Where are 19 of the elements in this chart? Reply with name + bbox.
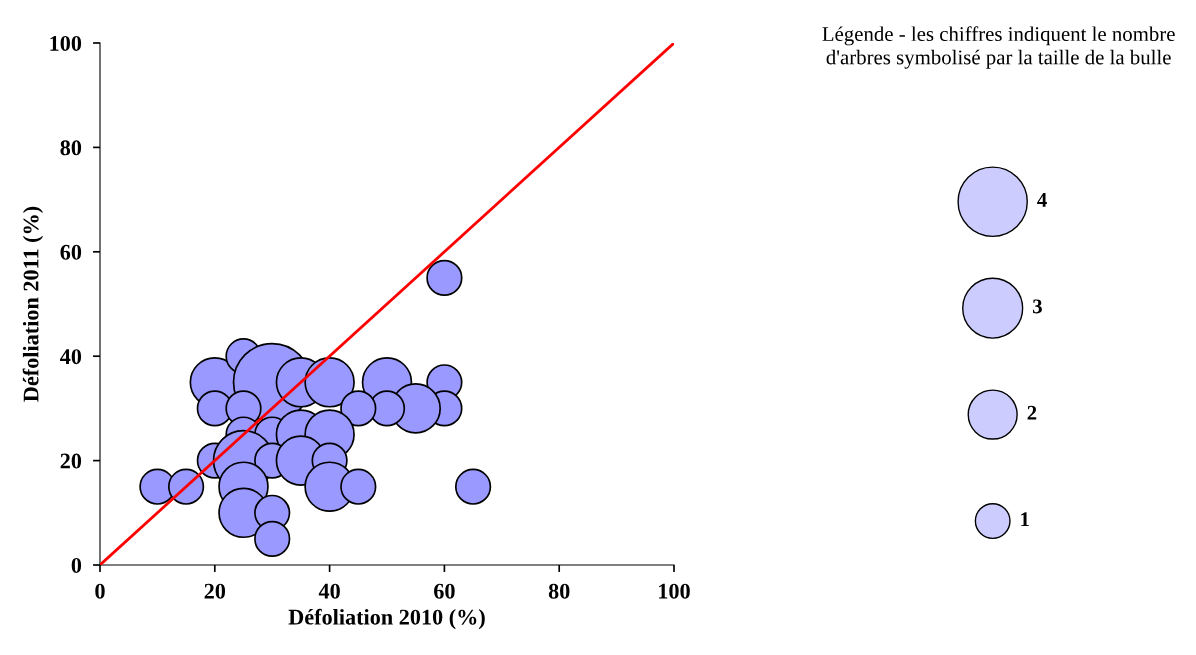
x-tick-label: 40 (318, 583, 340, 599)
legend-label: 3 (1032, 299, 1042, 314)
legend-title: Légende - les chiffres indiquent le nombre d'arbres symbolisé par la taille de la bulle (822, 26, 1175, 69)
legend-label: 4 (1037, 193, 1047, 207)
x-tick-label: 100 (659, 583, 690, 599)
y-tick-label: 80 (60, 140, 82, 156)
x-tick-label: 80 (548, 583, 570, 599)
y-tick-label: 0 (71, 557, 82, 573)
y-axis-title: Défoliation 2011 (%) (22, 206, 44, 402)
x-tick-label: 20 (204, 583, 226, 599)
x-axis-title: Défoliation 2010 (%) (288, 608, 485, 630)
legend-label: 1 (1021, 512, 1029, 527)
y-tick-label: 60 (60, 244, 82, 260)
y-tick-label: 100 (50, 35, 82, 51)
y-tick-label: 40 (60, 349, 82, 365)
x-tick-label: 60 (434, 583, 455, 599)
legend-label: 2 (1027, 405, 1037, 420)
y-tick-label: 20 (60, 453, 82, 469)
x-tick-label: 0 (95, 583, 105, 599)
